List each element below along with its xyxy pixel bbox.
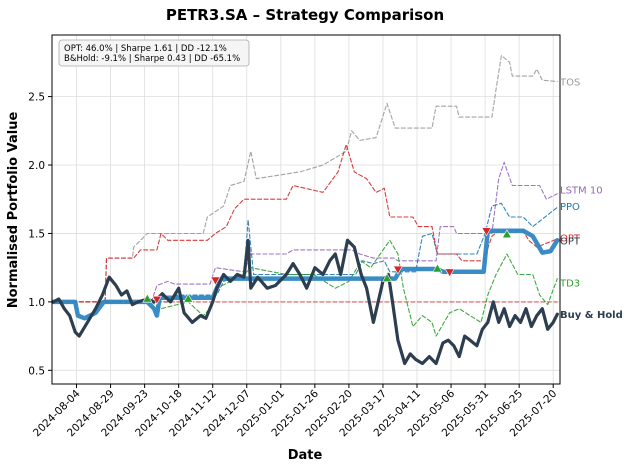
buy-marker [501,229,512,239]
series-line-buy-hold-bold [51,238,559,366]
chart-title: PETR3.SA – Strategy Comparison [166,6,444,24]
end-label: OPT [560,234,581,245]
x-axis-label: Date [288,448,323,463]
end-label: Buy & Hold [560,310,623,321]
series-line-ppo-dashed [52,202,558,303]
y-axis: 0.5 1.0 1.5 2.0 2.5 [28,92,52,377]
end-label: TD3 [559,279,580,290]
plot-frame [51,34,561,385]
series-line-opt-dashed [52,143,558,303]
buy-marker [183,293,194,303]
buy-marker [382,273,393,282]
end-label: PPO [560,202,580,213]
series-line-lstm-10-dashed [52,161,558,303]
buy-marker [432,263,443,273]
y-tick-label: 2.5 [28,92,45,104]
series-layer [51,54,560,366]
end-label: OPT [560,236,581,247]
y-tick-label: 1.0 [28,297,45,309]
stats-line-opt: OPT: 46.0% | Sharpe 1.61 | DD -12.1% [64,44,227,54]
y-tick-label: 0.5 [28,365,45,377]
trade-markers [142,227,512,305]
stats-box: OPT: 46.0% | Sharpe 1.61 | DD -12.1% B&H… [58,39,250,67]
x-axis: 2024-08-042024-08-292024-09-232024-10-18… [31,384,559,439]
sell-marker [392,265,403,275]
stats-box-frame [58,39,250,67]
y-axis-label: Normalised Portfolio Value [6,112,21,309]
end-label: TOS [559,78,580,89]
sell-marker [151,295,162,305]
end-label: LSTM 10 [560,186,603,197]
sell-marker [210,276,221,286]
grid [52,35,560,384]
sell-marker [481,227,492,237]
sell-marker [444,268,455,278]
buy-marker [142,293,153,303]
y-tick-label: 1.5 [28,228,45,240]
y-tick-label: 2.0 [28,160,45,172]
series-line-tos-dashed [52,54,558,303]
stats-line-buyhold: B&Hold: -9.1% | Sharpe 0.43 | DD -65.1% [64,54,240,64]
